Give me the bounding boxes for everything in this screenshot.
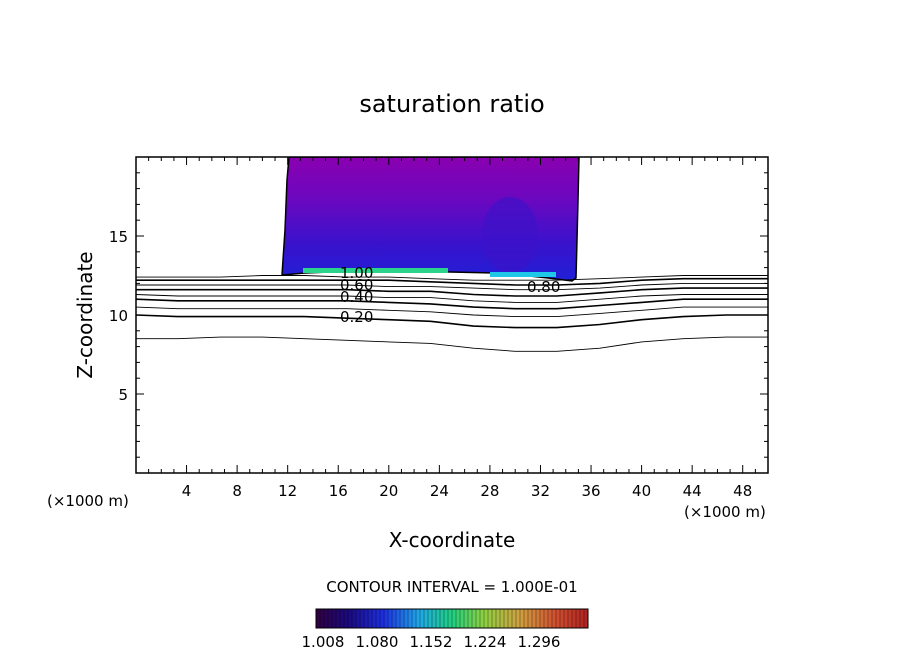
colorbar-label: 1.224: [464, 633, 507, 651]
x-tick-label: 4: [182, 482, 192, 500]
x-tick-label: 48: [733, 482, 752, 500]
shaded-edge-green: [303, 268, 448, 273]
x-tick-label: 12: [278, 482, 297, 500]
colorbar-label: 1.008: [302, 633, 345, 651]
x-tick-label: 16: [329, 482, 348, 500]
y-tick-label: 10: [109, 307, 128, 325]
contour-line-0.7: [136, 282, 768, 291]
y-tick-labels: 5 10 15: [109, 228, 128, 404]
x-tick-label: 44: [683, 482, 702, 500]
x-tick-label: 40: [632, 482, 651, 500]
contour-line-0.6: [136, 287, 768, 297]
contour-lines: [136, 275, 768, 352]
y-axis-label: Z-coordinate: [73, 251, 97, 378]
x-unit-right: (×1000 m): [684, 503, 766, 521]
contour-label-4: 0.40: [340, 288, 373, 306]
contour-line-0.2: [136, 314, 768, 329]
colorbar-divisions: [319, 609, 585, 628]
y-tick-label: 15: [109, 228, 128, 246]
x-tick-labels: 4 8 12 16 20 24 28 32 36 40 44 48: [182, 482, 752, 500]
colorbar-labels: 1.008 1.080 1.152 1.224 1.296: [302, 633, 561, 651]
contour-line-0.9: [136, 275, 768, 281]
contour-label-2: 0.80: [527, 278, 560, 296]
x-tick-label: 32: [531, 482, 550, 500]
contour-label-5: 0.20: [340, 308, 373, 326]
contour-interval: CONTOUR INTERVAL = 1.000E-01: [326, 578, 577, 596]
contour-line-0.4: [136, 298, 768, 310]
axis-ticks: [136, 157, 768, 473]
contour-label-1: 1.00: [340, 264, 373, 282]
contour-line-0.1: [136, 336, 768, 352]
chart-title: saturation ratio: [359, 90, 544, 118]
x-unit-left: (×1000 m): [47, 492, 129, 510]
x-tick-label: 36: [581, 482, 600, 500]
x-tick-label: 24: [430, 482, 449, 500]
colorbar-label: 1.080: [356, 633, 399, 651]
contour-line-0.5: [136, 294, 768, 303]
shaded-edge-cyan: [490, 272, 556, 277]
x-tick-label: 8: [232, 482, 242, 500]
colorbar-label: 1.152: [410, 633, 453, 651]
contour-line-0.8: [136, 277, 768, 286]
x-tick-label: 28: [480, 482, 499, 500]
y-tick-label: 5: [118, 386, 128, 404]
x-axis-label: X-coordinate: [389, 528, 516, 552]
x-tick-label: 20: [379, 482, 398, 500]
contour-line-0.3: [136, 306, 768, 318]
contour-label-3: 0.60: [340, 276, 373, 294]
shaded-core-blob: [482, 197, 538, 273]
colorbar-label: 1.296: [518, 633, 561, 651]
